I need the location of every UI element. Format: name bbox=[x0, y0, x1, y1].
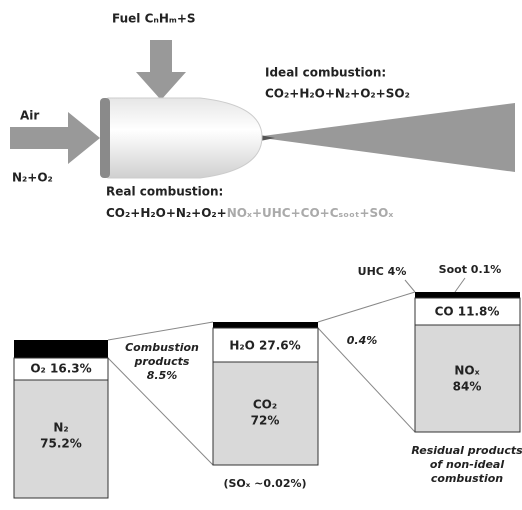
connector bbox=[317, 327, 416, 433]
bar-label: CO 11.8% bbox=[435, 305, 500, 319]
engine bbox=[107, 97, 263, 179]
connector bbox=[107, 357, 214, 466]
connector bbox=[107, 321, 214, 341]
bar-top bbox=[415, 292, 520, 298]
bar-mid bbox=[212, 327, 319, 363]
bar-main bbox=[13, 379, 109, 499]
note: combustion bbox=[431, 472, 503, 485]
bar-label: N₂ bbox=[53, 421, 68, 435]
bar-label: CO₂ bbox=[253, 398, 277, 412]
note: UHC 4% bbox=[358, 265, 407, 278]
connector bbox=[404, 279, 416, 293]
note: 0.4% bbox=[347, 334, 378, 347]
bar-label: 75.2% bbox=[40, 437, 82, 451]
note: Residual products bbox=[411, 444, 522, 457]
real-formula: CO₂+H₂O+N₂+O₂+NOₓ+UHC+CO+Cₛₒₒₜ+SOₓ bbox=[106, 206, 393, 220]
note: Combustion bbox=[125, 341, 199, 354]
note: Soot 0.1% bbox=[439, 263, 502, 276]
real-formula-ideal: CO₂+H₂O+N₂+O₂+ bbox=[106, 206, 227, 220]
bar-top bbox=[14, 340, 108, 358]
ideal-formula: CO₂+H₂O+N₂+O₂+SO₂ bbox=[265, 87, 410, 101]
bar-label: 84% bbox=[453, 380, 482, 394]
bar-mid bbox=[414, 297, 521, 326]
note: of non-ideal bbox=[430, 458, 504, 471]
air-formula: N₂+O₂ bbox=[12, 171, 53, 185]
bar-top bbox=[213, 322, 318, 328]
bar-main bbox=[212, 361, 319, 466]
air-arrow bbox=[10, 112, 100, 164]
engine-ring bbox=[100, 98, 110, 178]
note: 8.5% bbox=[147, 369, 178, 382]
bar-label: NOₓ bbox=[454, 364, 479, 378]
real-formula-nonideal: NOₓ+UHC+CO+Cₛₒₒₜ+SOₓ bbox=[227, 206, 394, 220]
connector bbox=[454, 277, 466, 293]
fuel-label: Fuel CₙHₘ+S bbox=[112, 12, 196, 26]
fuel-arrow bbox=[136, 40, 186, 100]
bar-label: 72% bbox=[251, 414, 280, 428]
connector bbox=[317, 291, 416, 323]
bar-label: O₂ 16.3% bbox=[30, 362, 91, 376]
bar-label: H₂O 27.6% bbox=[229, 339, 300, 353]
bar-main bbox=[414, 324, 521, 433]
note: (SOₓ ~0.02%) bbox=[223, 477, 306, 490]
note: products bbox=[134, 355, 190, 368]
air-label: Air bbox=[20, 109, 39, 123]
exhaust bbox=[255, 103, 515, 172]
real-label: Real combustion: bbox=[106, 185, 223, 199]
ideal-label: Ideal combustion: bbox=[265, 66, 386, 80]
